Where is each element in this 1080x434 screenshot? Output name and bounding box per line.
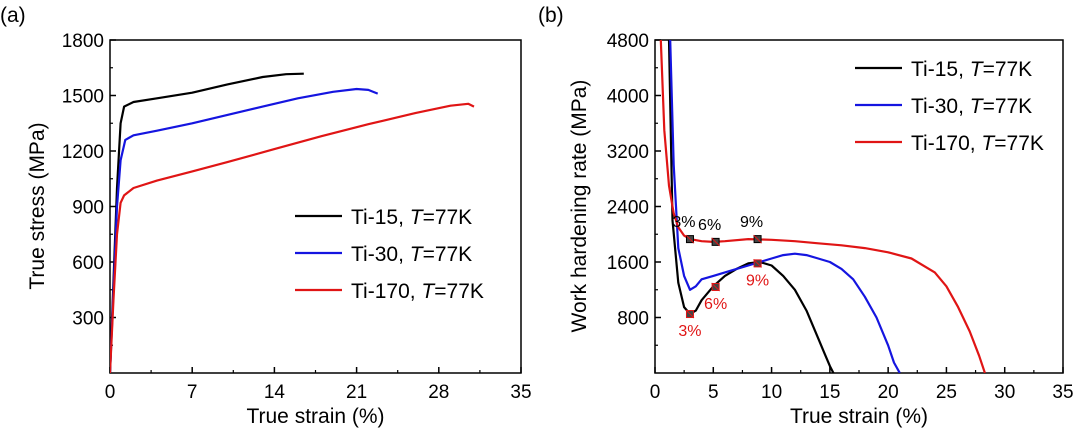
y-tick-label: 4800 <box>607 31 649 52</box>
y-axis-label: True stress (MPa) <box>26 122 49 289</box>
marker-label: 3% <box>678 323 701 340</box>
series-group <box>110 72 475 373</box>
y-tick-label: 300 <box>72 309 104 330</box>
marker-cross <box>753 259 762 268</box>
x-tick-label: 35 <box>510 382 531 403</box>
marker-cross <box>753 234 762 244</box>
y-tick-label: 1600 <box>607 253 649 274</box>
y-tick-label: 800 <box>617 309 649 330</box>
legend-entry: Ti-15, T=77K <box>911 58 1032 81</box>
marker-label: 3% <box>672 214 695 231</box>
x-tick-label: 0 <box>650 382 661 403</box>
legend-entry: Ti-30, T=77K <box>911 95 1032 118</box>
series-group <box>659 40 986 373</box>
legend-entry: Ti-170, T=77K <box>351 280 484 303</box>
chart-b: 0 5 10 15 20 25 30 35 800 1600 2400 3200 4000 4800 Tru… <box>538 4 1074 428</box>
legend: Ti-15, T=77K Ti-30, T=77K Ti-170, T=77K <box>855 58 1044 155</box>
marker-cross <box>685 234 695 244</box>
y-tick-label: 4000 <box>607 87 649 108</box>
x-axis-label: True strain (%) <box>246 405 384 428</box>
marker-cross <box>685 309 695 319</box>
y-tick-label: 1800 <box>62 31 104 52</box>
panel-label: (a) <box>0 4 26 27</box>
x-tick-label: 10 <box>761 382 782 403</box>
y-axis-label: Work hardening rate (MPa) <box>568 80 591 333</box>
x-tick-label: 30 <box>994 382 1015 403</box>
panel-label: (b) <box>538 4 564 27</box>
y-tick-label: 1200 <box>62 142 104 163</box>
x-tick-label: 7 <box>187 382 198 403</box>
chart-a: 0 7 14 21 28 35 300 600 900 1200 1500 1800 True stra… <box>0 4 532 428</box>
x-axis-label: True strain (%) <box>790 405 928 428</box>
x-tick-label: 15 <box>819 382 840 403</box>
legend-entry: Ti-30, T=77K <box>351 243 472 266</box>
x-tick-label: 21 <box>346 382 367 403</box>
marker-label: 6% <box>704 296 727 313</box>
marker-cross <box>711 237 720 247</box>
x-tick-label: 0 <box>105 382 116 403</box>
x-tick-label: 20 <box>878 382 899 403</box>
marker-cross <box>711 282 720 292</box>
x-tick-label: 35 <box>1052 382 1073 403</box>
y-tick-label: 600 <box>72 253 104 274</box>
legend: Ti-15, T=77K Ti-30, T=77K Ti-170, T=77K <box>295 206 484 303</box>
series-line-ti-15 <box>110 72 304 373</box>
y-tick-label: 900 <box>72 198 104 219</box>
x-tick-label: 5 <box>708 382 719 403</box>
y-tick-label: 1500 <box>62 87 104 108</box>
axes-frame <box>654 39 1064 374</box>
y-tick-label: 3200 <box>607 142 649 163</box>
y-tick-label: 2400 <box>607 198 649 219</box>
series-line-ti-170 <box>659 40 986 373</box>
x-tick-label: 14 <box>264 382 286 403</box>
x-tick-label: 25 <box>936 382 957 403</box>
series-line-ti-30 <box>669 40 901 373</box>
x-tick-label: 28 <box>428 382 449 403</box>
series-line-ti-170 <box>110 102 475 373</box>
series-line-ti-30 <box>110 87 379 373</box>
legend-entry: Ti-170, T=77K <box>911 132 1044 155</box>
legend-entry: Ti-15, T=77K <box>351 206 472 229</box>
marker-label: 9% <box>746 272 769 289</box>
marker-label: 6% <box>698 217 721 234</box>
marker-label: 9% <box>740 214 763 231</box>
